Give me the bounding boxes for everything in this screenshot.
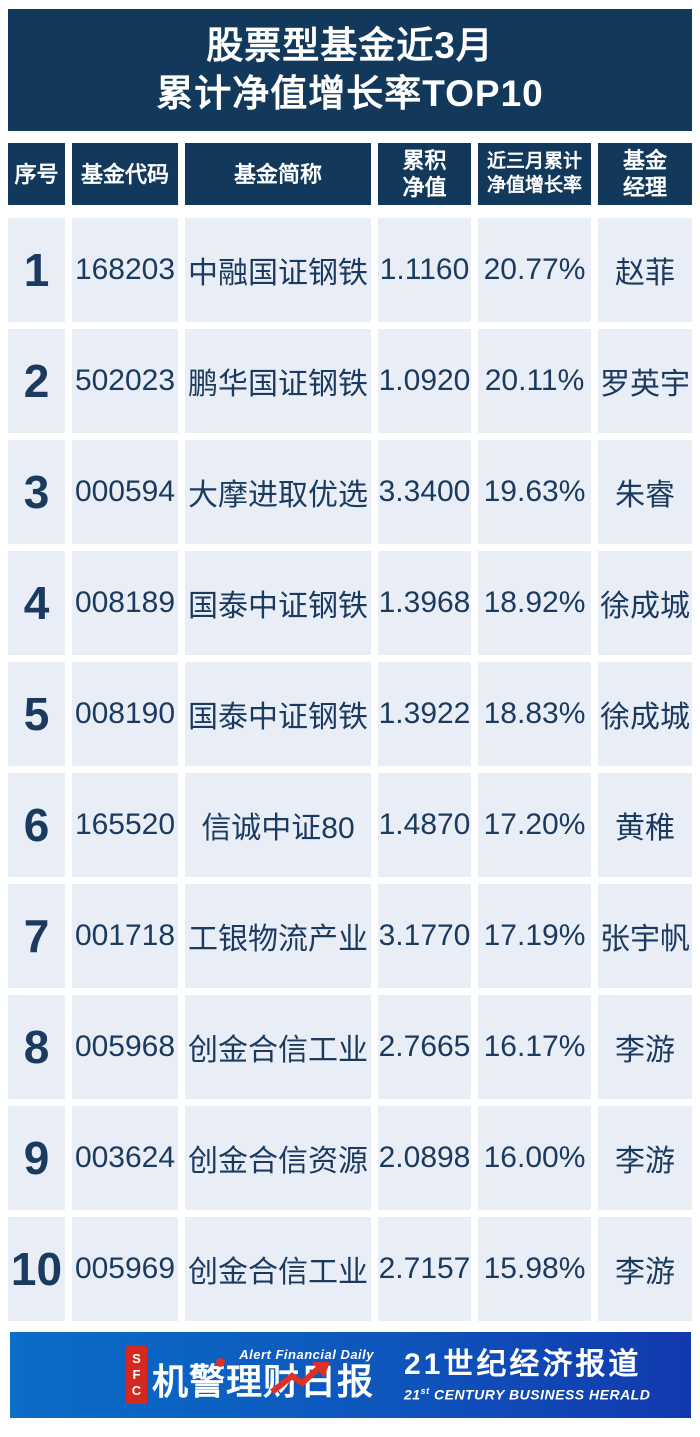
table-row: 9 003624 创金合信资源 2.0898 16.00% 李游 [8, 1106, 692, 1210]
cell-rank: 2 [8, 329, 65, 433]
cell-manager: 李游 [598, 995, 692, 1099]
cell-rank: 3 [8, 440, 65, 544]
cell-rank: 6 [8, 773, 65, 877]
cell-manager: 徐成城 [598, 662, 692, 766]
cell-name: 信诚中证80 [185, 773, 371, 877]
cell-rank: 10 [8, 1217, 65, 1321]
table-row: 10 005969 创金合信工业 2.7157 15.98% 李游 [8, 1217, 692, 1321]
cell-growth: 16.00% [478, 1106, 591, 1210]
rising-arrow-icon [270, 1362, 330, 1395]
cell-nav: 1.0920 [378, 329, 471, 433]
cell-manager: 徐成城 [598, 551, 692, 655]
cell-rank: 7 [8, 884, 65, 988]
table-row: 6 165520 信诚中证80 1.4870 17.20% 黄稚 [8, 773, 692, 877]
cell-manager: 罗英宇 [598, 329, 692, 433]
cell-nav: 1.4870 [378, 773, 471, 877]
cell-name: 工银物流产业 [185, 884, 371, 988]
cell-code: 005969 [72, 1217, 178, 1321]
table-body: 1 168203 中融国证钢铁 1.1160 20.77% 赵菲 2 502023 鹏华国证钢铁… [8, 218, 692, 1321]
brand-21cbh: 21世纪经济报道 21st CENTURY BUSINESS HERALD [404, 1347, 650, 1404]
cell-nav: 1.3968 [378, 551, 471, 655]
cell-name: 国泰中证钢铁 [185, 662, 371, 766]
column-header-manager: 基金 经理 [598, 143, 692, 205]
cell-code: 005968 [72, 995, 178, 1099]
cell-rank: 9 [8, 1106, 65, 1210]
cell-code: 008190 [72, 662, 178, 766]
cell-name: 国泰中证钢铁 [185, 551, 371, 655]
cell-code: 000594 [72, 440, 178, 544]
table-row: 5 008190 国泰中证钢铁 1.3922 18.83% 徐成城 [8, 662, 692, 766]
cell-growth: 17.19% [478, 884, 591, 988]
cell-growth: 15.98% [478, 1217, 591, 1321]
footer-banner: SFC Alert Financial Daily 机警理财日报 21世纪经济报… [10, 1332, 691, 1418]
cell-name: 鹏华国证钢铁 [185, 329, 371, 433]
logo-cn-text: 机警理财日报 [152, 1361, 375, 1402]
column-header-name: 基金简称 [185, 143, 371, 205]
cell-nav: 3.1770 [378, 884, 471, 988]
cell-growth: 17.20% [478, 773, 591, 877]
brand-en-text: 21st CENTURY BUSINESS HERALD [404, 1385, 651, 1403]
cell-name: 创金合信工业 [185, 995, 371, 1099]
cell-nav: 2.7157 [378, 1217, 471, 1321]
cell-manager: 李游 [598, 1217, 692, 1321]
cell-manager: 黄稚 [598, 773, 692, 877]
cell-nav: 3.3400 [378, 440, 471, 544]
cell-growth: 20.77% [478, 218, 591, 322]
cell-code: 502023 [72, 329, 178, 433]
cell-code: 168203 [72, 218, 178, 322]
table-row: 3 000594 大摩进取优选 3.3400 19.63% 朱睿 [8, 440, 692, 544]
table-row: 7 001718 工银物流产业 3.1770 17.19% 张宇帆 [8, 884, 692, 988]
sfc-badge-icon: SFC [126, 1346, 147, 1404]
cell-manager: 李游 [598, 1106, 692, 1210]
cell-code: 165520 [72, 773, 178, 877]
column-header-rank: 序号 [8, 143, 65, 205]
cell-rank: 4 [8, 551, 65, 655]
cell-code: 003624 [72, 1106, 178, 1210]
cell-nav: 1.1160 [378, 218, 471, 322]
table-row: 2 502023 鹏华国证钢铁 1.0920 20.11% 罗英宇 [8, 329, 692, 433]
alert-financial-daily-logo: SFC Alert Financial Daily 机警理财日报 [126, 1346, 374, 1404]
title-line1: 股票型基金近3月 [206, 25, 494, 66]
logo-en-text: Alert Financial Daily [239, 1347, 375, 1362]
red-dot-icon [216, 1358, 225, 1367]
table-row: 1 168203 中融国证钢铁 1.1160 20.77% 赵菲 [8, 218, 692, 322]
title-line2: 累计净值增长率TOP10 [156, 73, 544, 114]
cell-code: 001718 [72, 884, 178, 988]
cell-name: 创金合信工业 [185, 1217, 371, 1321]
brand-cn-text: 21世纪经济报道 [404, 1347, 642, 1381]
title-banner: 股票型基金近3月 累计净值增长率TOP10 [8, 9, 692, 131]
cell-manager: 朱睿 [598, 440, 692, 544]
cell-growth: 19.63% [478, 440, 591, 544]
column-header-growth: 近三月累计 净值增长率 [478, 143, 591, 205]
cell-rank: 5 [8, 662, 65, 766]
cell-manager: 张宇帆 [598, 884, 692, 988]
table-row: 4 008189 国泰中证钢铁 1.3968 18.92% 徐成城 [8, 551, 692, 655]
cell-rank: 8 [8, 995, 65, 1099]
column-header-code: 基金代码 [72, 143, 178, 205]
cell-nav: 2.0898 [378, 1106, 471, 1210]
cell-name: 中融国证钢铁 [185, 218, 371, 322]
cell-growth: 16.17% [478, 995, 591, 1099]
cell-nav: 1.3922 [378, 662, 471, 766]
table-row: 8 005968 创金合信工业 2.7665 16.17% 李游 [8, 995, 692, 1099]
cell-manager: 赵菲 [598, 218, 692, 322]
cell-rank: 1 [8, 218, 65, 322]
cell-growth: 18.83% [478, 662, 591, 766]
cell-nav: 2.7665 [378, 995, 471, 1099]
column-header-nav: 累积 净值 [378, 143, 471, 205]
fund-ranking-infographic: 股票型基金近3月 累计净值增长率TOP10 序号 基金代码 基金简称 累积 净值 近三月累… [0, 9, 700, 1437]
logo-text-block: Alert Financial Daily 机警理财日报 [152, 1348, 374, 1402]
cell-growth: 18.92% [478, 551, 591, 655]
table-header-row: 序号 基金代码 基金简称 累积 净值 近三月累计 净值增长率 基金 经理 [8, 143, 692, 205]
cell-name: 大摩进取优选 [185, 440, 371, 544]
cell-code: 008189 [72, 551, 178, 655]
cell-growth: 20.11% [478, 329, 591, 433]
fund-table: 序号 基金代码 基金简称 累积 净值 近三月累计 净值增长率 基金 经理 1 168203 中融国证… [8, 143, 692, 1321]
cell-name: 创金合信资源 [185, 1106, 371, 1210]
